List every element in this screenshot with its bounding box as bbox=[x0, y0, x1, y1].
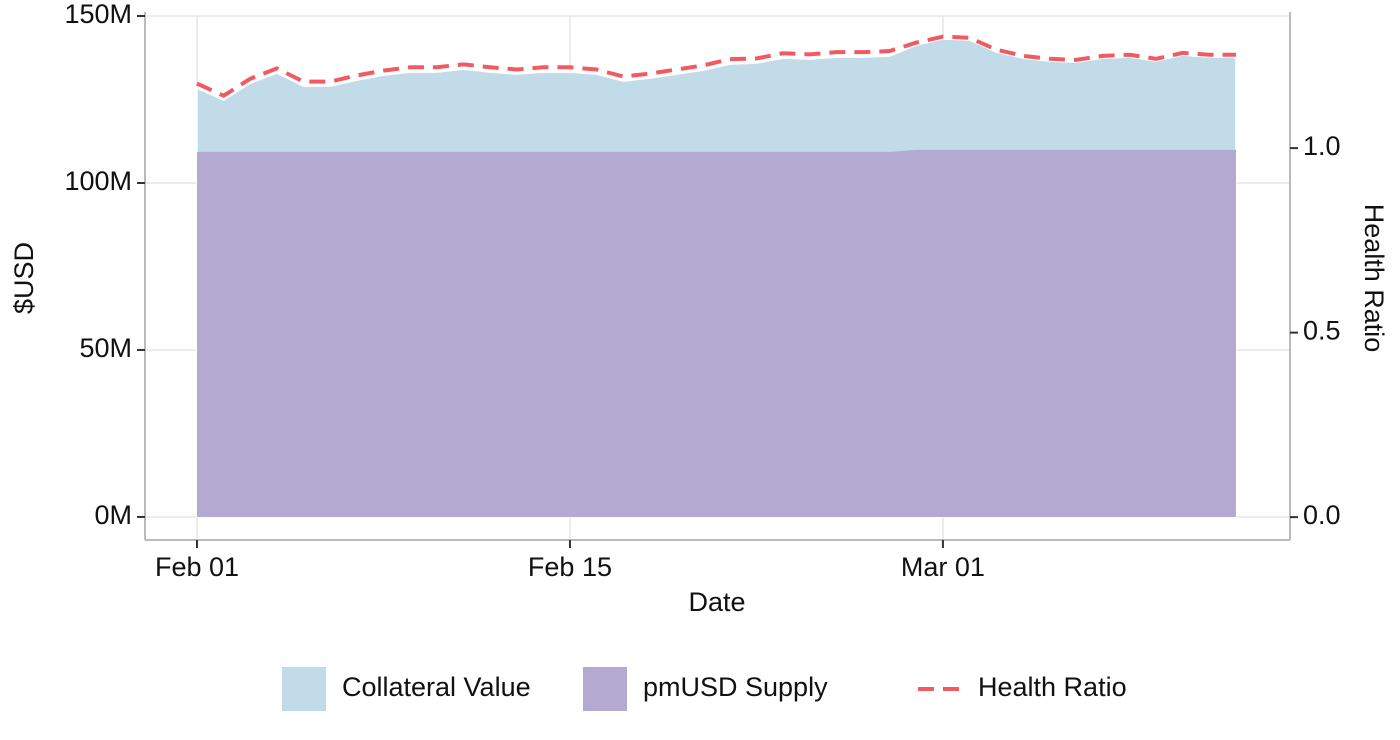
line bbox=[196, 34, 1236, 98]
legend-swatch bbox=[583, 667, 627, 711]
y2-axis-title: Health Ratio bbox=[1359, 204, 1389, 353]
legend-label: pmUSD Supply bbox=[643, 672, 828, 702]
y-tick-label: 50M bbox=[79, 333, 132, 363]
y-tick-label: 0M bbox=[94, 500, 132, 530]
y-tick-label: 100M bbox=[64, 166, 132, 196]
legend-swatch bbox=[282, 667, 326, 711]
x-axis-title: Date bbox=[688, 587, 745, 617]
x-tick-label: Mar 01 bbox=[901, 552, 985, 582]
x-tick-label: Feb 15 bbox=[528, 552, 612, 582]
y-axis-title: $USD bbox=[9, 242, 39, 314]
legend-label: Collateral Value bbox=[342, 672, 531, 702]
area bbox=[197, 149, 1236, 517]
y2-tick-label: 1.0 bbox=[1303, 131, 1341, 161]
y2-tick-label: 0.0 bbox=[1303, 500, 1341, 530]
x-tick-label: Feb 01 bbox=[155, 552, 239, 582]
legend-label: Health Ratio bbox=[978, 672, 1127, 702]
y2-tick-label: 0.5 bbox=[1303, 316, 1341, 346]
y-tick-label: 150M bbox=[64, 0, 132, 29]
